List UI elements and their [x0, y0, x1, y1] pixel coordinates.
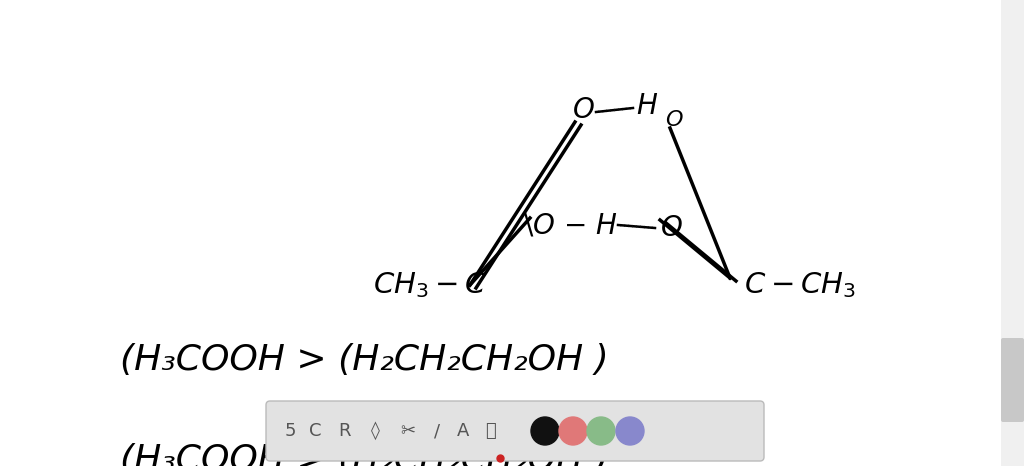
FancyBboxPatch shape — [1001, 338, 1024, 422]
Circle shape — [587, 417, 615, 445]
Text: O: O — [662, 214, 683, 242]
Text: A: A — [457, 422, 469, 440]
Text: $C-CH_3$: $C-CH_3$ — [744, 270, 856, 300]
Text: ✂: ✂ — [400, 422, 416, 440]
Text: R: R — [339, 422, 351, 440]
Text: $\backslash$O $-$ H: $\backslash$O $-$ H — [523, 211, 617, 239]
Text: ⎙: ⎙ — [484, 422, 496, 440]
Circle shape — [531, 417, 559, 445]
Text: ◊: ◊ — [371, 422, 380, 440]
Text: O: O — [573, 96, 595, 124]
Text: $CH_3-C$: $CH_3-C$ — [373, 270, 487, 300]
Text: (H₃COOH > (H₂CH₂CH₂OH ): (H₃COOH > (H₂CH₂CH₂OH ) — [120, 343, 608, 377]
Text: 5: 5 — [285, 422, 296, 440]
Circle shape — [559, 417, 587, 445]
Text: O: O — [666, 110, 683, 130]
Text: H: H — [637, 92, 657, 120]
Text: /: / — [434, 422, 440, 440]
Circle shape — [616, 417, 644, 445]
FancyBboxPatch shape — [266, 401, 764, 461]
Text: C: C — [309, 422, 322, 440]
Bar — [1001, 0, 1024, 466]
Text: (H₃COOH > (H₂CH₂CH₂OH ): (H₃COOH > (H₂CH₂CH₂OH ) — [120, 443, 608, 466]
